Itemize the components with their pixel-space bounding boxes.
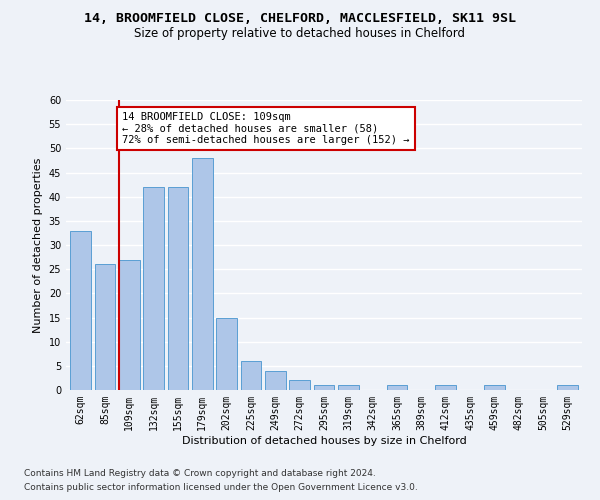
Text: Size of property relative to detached houses in Chelford: Size of property relative to detached ho… [134,28,466,40]
Bar [557,385,578,390]
Bar [192,158,212,390]
Bar [265,370,286,390]
Bar [289,380,310,390]
Bar [167,187,188,390]
Text: Contains public sector information licensed under the Open Government Licence v3: Contains public sector information licen… [24,484,418,492]
Bar [436,385,456,390]
Bar [241,361,262,390]
Bar [338,385,359,390]
X-axis label: Distribution of detached houses by size in Chelford: Distribution of detached houses by size … [182,436,466,446]
Bar [70,230,91,390]
Bar [484,385,505,390]
Text: 14, BROOMFIELD CLOSE, CHELFORD, MACCLESFIELD, SK11 9SL: 14, BROOMFIELD CLOSE, CHELFORD, MACCLESF… [84,12,516,26]
Bar [143,187,164,390]
Bar [314,385,334,390]
Bar [119,260,140,390]
Text: 14 BROOMFIELD CLOSE: 109sqm
← 28% of detached houses are smaller (58)
72% of sem: 14 BROOMFIELD CLOSE: 109sqm ← 28% of det… [122,112,409,146]
Bar [386,385,407,390]
Bar [216,318,237,390]
Y-axis label: Number of detached properties: Number of detached properties [33,158,43,332]
Bar [95,264,115,390]
Text: Contains HM Land Registry data © Crown copyright and database right 2024.: Contains HM Land Registry data © Crown c… [24,468,376,477]
